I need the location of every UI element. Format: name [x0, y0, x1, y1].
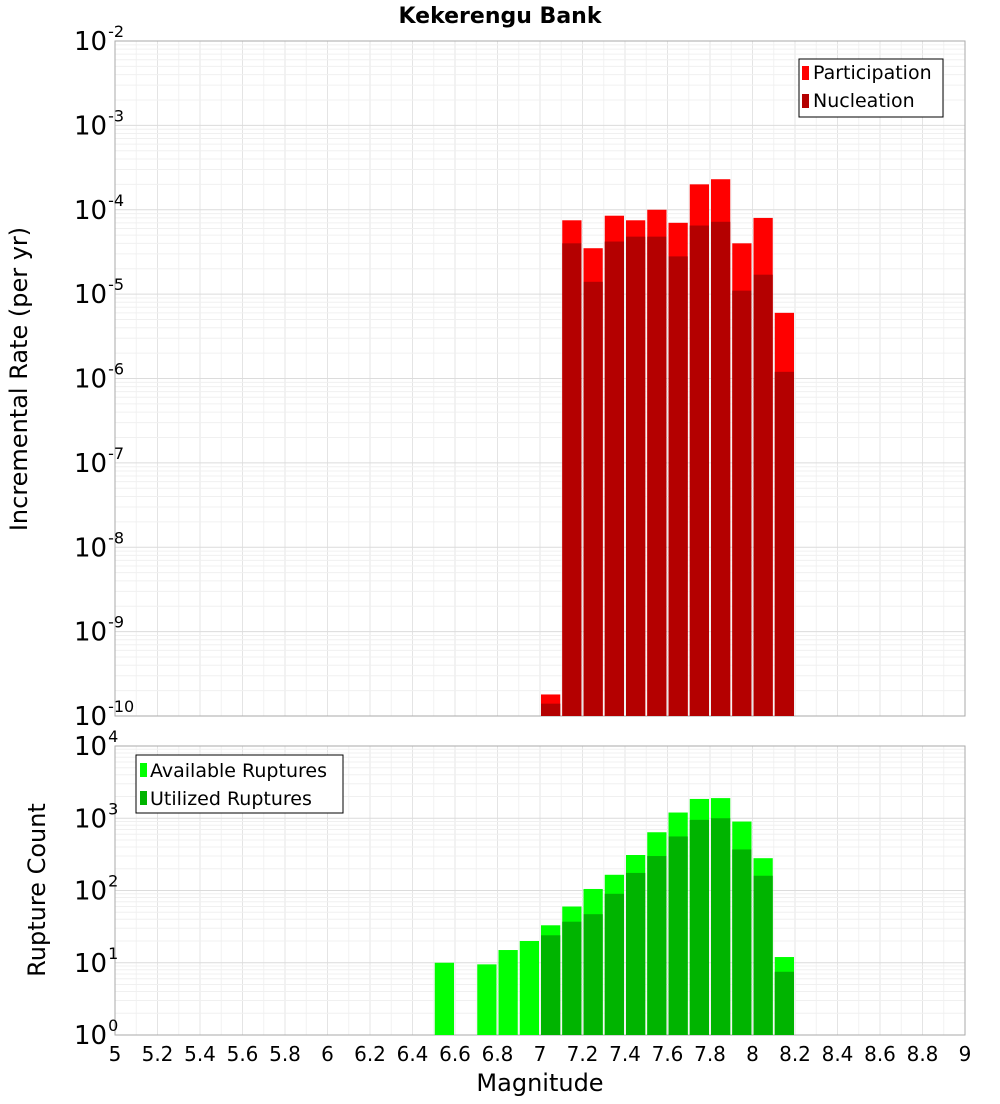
nucleation-bar — [732, 290, 752, 716]
utilized-ruptures-bar — [626, 872, 646, 1035]
counts-bars — [434, 798, 794, 1035]
nucleation-bar — [541, 703, 561, 716]
x-tick-label: 8.6 — [864, 1042, 896, 1066]
x-tick-label: 6 — [321, 1042, 334, 1066]
y-tick-label: 10-6 — [74, 360, 124, 395]
x-tick-label: 6.8 — [482, 1042, 514, 1066]
utilized-ruptures-bar — [711, 818, 731, 1035]
x-axis-label: Magnitude — [476, 1069, 603, 1097]
x-tick-label: 5.8 — [269, 1042, 301, 1066]
nucleation-bar — [562, 243, 582, 717]
utilized-ruptures-bar — [647, 856, 667, 1035]
y-tick-label: 102 — [74, 872, 118, 907]
nucleation-bar — [753, 274, 773, 716]
nucleation-legend-label: Nucleation — [813, 90, 915, 112]
utilized-ruptures-bar — [668, 836, 688, 1035]
available-ruptures-bar — [498, 950, 518, 1035]
x-tick-label: 5 — [109, 1042, 122, 1066]
x-tick-label: 8 — [746, 1042, 759, 1066]
y-tick-label: 100 — [74, 1016, 118, 1051]
x-tick-label: 8.2 — [779, 1042, 811, 1066]
rates-plot-frame — [114, 40, 966, 717]
available-ruptures-legend-swatch — [140, 763, 147, 777]
y-tick-label: 10-7 — [74, 444, 124, 479]
nucleation-bar — [774, 371, 794, 716]
rates-grid — [114, 41, 966, 717]
y-tick-label: 10-4 — [74, 191, 124, 226]
x-tick-label: 6.4 — [397, 1042, 429, 1066]
utilized-ruptures-bar — [774, 971, 794, 1035]
counts-legend-box — [135, 754, 344, 814]
utilized-ruptures-legend-swatch — [140, 791, 147, 805]
nucleation-bar — [583, 281, 603, 716]
rates-y-axis-label: Incremental Rate (per yr) — [5, 227, 33, 531]
nucleation-bar — [711, 221, 731, 716]
x-tick-label: 7.2 — [567, 1042, 599, 1066]
y-tick-label: 10-8 — [74, 528, 124, 563]
x-tick-label: 5.2 — [142, 1042, 174, 1066]
counts-y-axis-label: Rupture Count — [23, 803, 51, 977]
y-tick-label: 10-2 — [74, 22, 124, 57]
counts-legend: Available Ruptures Utilized Ruptures — [135, 754, 344, 814]
utilized-ruptures-bar — [562, 921, 582, 1035]
utilized-ruptures-bar — [541, 935, 561, 1035]
rates-legend: Participation Nucleation — [798, 58, 944, 118]
chart-title: Kekerengu Bank — [399, 4, 603, 29]
x-tick-label: 5.6 — [227, 1042, 259, 1066]
y-tick-label: 10-10 — [74, 697, 134, 732]
rates-legend-box — [798, 58, 944, 118]
x-tick-label: 7.8 — [694, 1042, 726, 1066]
nucleation-bar — [689, 225, 709, 716]
utilized-ruptures-bar — [732, 849, 752, 1035]
y-tick-label: 10-3 — [74, 106, 124, 141]
rates-bars — [541, 179, 794, 717]
available-ruptures-bar — [477, 964, 497, 1035]
utilized-ruptures-legend-label: Utilized Ruptures — [150, 788, 312, 810]
x-tick-label: 6.2 — [354, 1042, 386, 1066]
utilized-ruptures-bar — [604, 893, 624, 1035]
x-tick-label: 8.8 — [907, 1042, 939, 1066]
y-tick-label: 104 — [74, 727, 118, 762]
x-tick-label: 7 — [534, 1042, 547, 1066]
counts-grid — [114, 746, 966, 1036]
nucleation-bar — [604, 241, 624, 717]
x-tick-label: 6.6 — [439, 1042, 471, 1066]
participation-legend-label: Participation — [813, 62, 932, 84]
y-tick-label: 103 — [74, 799, 118, 834]
y-tick-label: 10-9 — [74, 613, 124, 648]
utilized-ruptures-bar — [583, 914, 603, 1035]
counts-plot-frame — [114, 745, 966, 1036]
counts-y-ticks: 100 101 102 103 104 — [74, 727, 118, 1051]
y-tick-label: 10-5 — [74, 275, 124, 310]
available-ruptures-bar — [434, 962, 454, 1035]
rates-y-ticks: 10-10 10-9 10-8 10-7 10-6 10-5 10-4 10-3 10-2 — [74, 22, 134, 732]
nucleation-bar — [647, 236, 667, 716]
nucleation-legend-swatch — [802, 94, 809, 108]
utilized-ruptures-bar — [753, 875, 773, 1035]
x-tick-label: 7.4 — [609, 1042, 641, 1066]
x-tick-label: 9 — [959, 1042, 972, 1066]
x-tick-label: 8.4 — [822, 1042, 854, 1066]
participation-legend-swatch — [802, 66, 809, 80]
x-tick-label: 5.4 — [184, 1042, 216, 1066]
available-ruptures-legend-label: Available Ruptures — [150, 760, 327, 782]
utilized-ruptures-bar — [689, 819, 709, 1035]
available-ruptures-bar — [519, 941, 539, 1035]
x-tick-label: 7.6 — [652, 1042, 684, 1066]
nucleation-bar — [626, 236, 646, 716]
nucleation-bar — [668, 256, 688, 716]
x-axis-ticks: 5 5.2 5.4 5.6 5.8 6 6.2 6.4 6.6 6.8 7 7.2 7.4 7.6 7.8 8… — [109, 1042, 972, 1066]
y-tick-label: 101 — [74, 944, 118, 979]
